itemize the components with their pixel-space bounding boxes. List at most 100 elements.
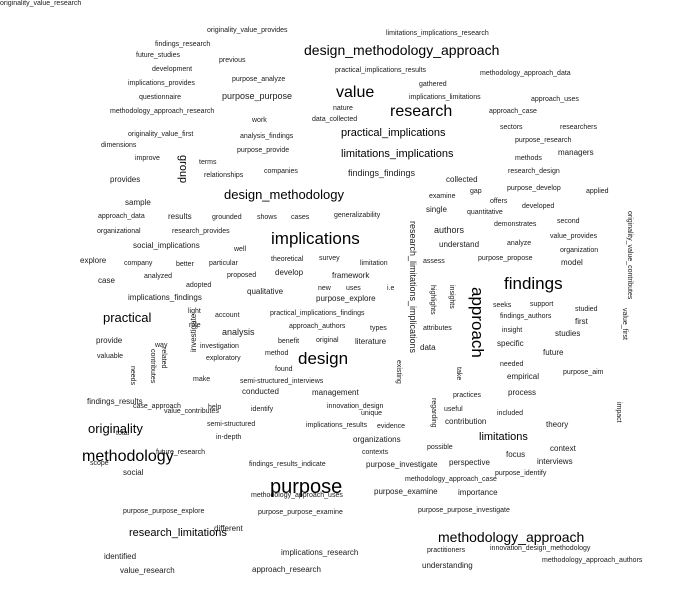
word-studied: studied — [575, 306, 598, 313]
word-method: method — [265, 350, 289, 357]
word-first: first — [575, 317, 588, 326]
word-needed: needed — [500, 361, 524, 368]
word-originality: originality — [88, 421, 143, 436]
word-methodology-approach-case: methodology_approach_case — [405, 476, 497, 483]
word-dimensions: dimensions — [101, 142, 137, 149]
word-company: company — [124, 260, 153, 267]
word-explore: explore — [80, 256, 107, 265]
word-value-research: value_research — [120, 566, 175, 575]
word-previous: previous — [219, 57, 246, 64]
word-purpose-provide: purpose_provide — [237, 147, 290, 154]
word-practical-implications-results: practical_implications_results — [335, 67, 427, 74]
word-limitations-implications: limitations_implications — [341, 148, 454, 160]
word-implications: implications — [271, 229, 360, 248]
word-development: development — [152, 66, 193, 73]
word-framework: framework — [332, 271, 370, 280]
word-companies: companies — [264, 168, 298, 175]
word-exploratory: exploratory — [206, 355, 241, 362]
word-focus: focus — [506, 450, 526, 459]
word-process: process — [508, 388, 537, 397]
word-scope: scope — [90, 460, 109, 467]
word-conducted: conducted — [242, 387, 279, 396]
word-purpose-investigate: purpose_investigate — [366, 460, 438, 469]
word-originality-value-provides: originality_value_provides — [207, 27, 288, 34]
word-studies: studies — [555, 329, 581, 338]
word-limitations-implications-research: limitations_implications_research — [386, 30, 489, 37]
word-support: support — [530, 301, 554, 308]
word-findings-results: findings_results — [87, 397, 143, 406]
word-findings-findings: findings_findings — [348, 168, 416, 178]
word-future: future — [543, 348, 564, 357]
word-purpose-purpose-explore: purpose_purpose_explore — [123, 508, 205, 515]
word-related: related — [160, 347, 167, 369]
word-contribution: contribution — [445, 417, 487, 426]
word-collected: collected — [446, 175, 478, 184]
word-context: context — [550, 444, 576, 453]
word-work: work — [252, 117, 267, 124]
word-cases: cases — [291, 214, 310, 221]
word-purpose-propose: purpose_propose — [478, 255, 533, 262]
word-single: single — [426, 205, 447, 214]
word-needs: needs — [129, 366, 136, 386]
word-included: included — [497, 410, 524, 417]
word-assess: assess — [423, 258, 445, 265]
word-insights: insights — [448, 285, 455, 309]
word-shows: shows — [257, 214, 277, 221]
word-examine: examine — [429, 193, 456, 200]
word-theoretical: theoretical — [271, 256, 304, 263]
word-regarding: regarding — [430, 398, 437, 428]
word-unique: unique — [361, 410, 383, 417]
word-practical: practical — [103, 310, 152, 325]
word-management: management — [312, 388, 359, 397]
word-findings-authors: findings_authors — [500, 313, 552, 320]
word-purpose-research: purpose_research — [515, 137, 572, 144]
word-useful: useful — [444, 406, 463, 413]
word-benefit: benefit — [278, 338, 300, 345]
word-research-design: research_design — [508, 168, 560, 175]
word-provide: provide — [96, 336, 123, 345]
word-case-approach: case_approach — [133, 403, 181, 410]
word-future-studies: future_studies — [136, 52, 180, 59]
word-purpose-purpose-investigate: purpose_purpose_investigate — [418, 507, 510, 514]
word-semi-structured: semi-structured — [207, 421, 256, 428]
word-valuable: valuable — [97, 353, 124, 360]
word-gathered: gathered — [419, 81, 447, 88]
word-purpose-purpose-examine: purpose_purpose_examine — [258, 509, 343, 516]
word-highlights: highlights — [429, 285, 436, 315]
word-practitioners: practitioners — [427, 547, 466, 554]
word-proposed: proposed — [227, 272, 257, 279]
word-implications-findings: implications_findings — [128, 293, 202, 302]
word-make: make — [193, 376, 211, 383]
word-innovation-design: innovation_design — [327, 403, 384, 410]
word-specific: specific — [497, 339, 524, 348]
word-help: help — [208, 404, 222, 411]
word-value-contributes: value_contributes — [164, 408, 219, 415]
word-practices: practices — [453, 392, 482, 399]
word-well: well — [234, 246, 247, 253]
word-methodology-approach-research: methodology_approach_research — [110, 108, 215, 115]
word-investigation: investigation — [200, 343, 239, 350]
word-develop: develop — [275, 268, 304, 277]
word-analysis-findings: analysis_findings — [240, 133, 294, 140]
word-semi-structured-interviews: semi-structured_interviews — [240, 378, 324, 385]
word-identify: identify — [251, 406, 274, 413]
word-findings-research: findings_research — [155, 41, 211, 48]
word-new: new — [318, 285, 331, 292]
word-in-depth: in-depth — [216, 434, 242, 441]
word-second: second — [557, 218, 580, 225]
word-investigate: investigate — [189, 313, 198, 352]
word-contexts: contexts — [362, 449, 389, 456]
word-organization: organization — [560, 247, 599, 254]
word-offers: offers — [490, 198, 508, 205]
word-questionnaire: questionnaire — [139, 94, 182, 101]
word-identified: identified — [104, 552, 137, 561]
word-methods: methods — [515, 155, 542, 162]
word-possible: possible — [427, 444, 453, 451]
word-value: value — [336, 84, 375, 101]
word-approach-authors: approach_authors — [289, 323, 346, 330]
word-researchers: researchers — [560, 124, 597, 131]
word-design: design — [298, 349, 349, 368]
word-organizations: organizations — [353, 435, 401, 444]
word-insight: insight — [502, 327, 523, 334]
